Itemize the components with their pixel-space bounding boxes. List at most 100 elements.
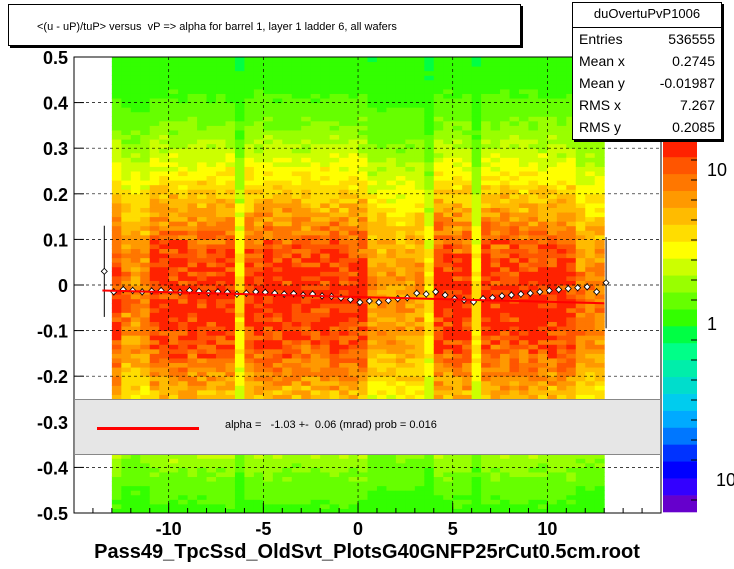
heatmap-cell — [329, 330, 340, 336]
heatmap-cell — [329, 285, 340, 291]
heatmap-cell — [500, 275, 511, 281]
heatmap-cell — [168, 353, 179, 359]
heatmap-cell — [556, 230, 567, 236]
heatmap-cell — [405, 499, 416, 505]
heatmap-cell — [263, 371, 274, 377]
heatmap-cell — [566, 471, 577, 478]
heatmap-cell — [206, 152, 217, 158]
heatmap-cell — [575, 180, 586, 186]
heatmap-cell — [395, 120, 406, 126]
heatmap-cell — [111, 467, 122, 473]
heatmap-cell — [509, 330, 520, 336]
heatmap-cell — [234, 107, 245, 113]
heatmap-cell — [216, 243, 226, 250]
heatmap-cell — [178, 257, 189, 263]
heatmap-cell — [111, 271, 122, 277]
heatmap-cell — [168, 371, 179, 377]
heatmap-cell — [187, 508, 198, 513]
heatmap-cell — [471, 348, 482, 354]
heatmap-cell — [471, 462, 482, 468]
heatmap-cell — [234, 98, 245, 104]
heatmap-cell — [225, 326, 236, 332]
heatmap-cell — [282, 207, 293, 213]
heatmap-cell — [376, 61, 387, 67]
heatmap-cell — [339, 230, 350, 236]
heatmap-cell — [159, 166, 170, 172]
heatmap-cell — [320, 171, 331, 177]
heatmap-cell — [556, 481, 567, 487]
heatmap-cell — [149, 257, 160, 263]
heatmap-cell — [481, 330, 492, 336]
heatmap-cell — [566, 307, 577, 313]
heatmap-cell — [149, 376, 160, 382]
heatmap-cell — [178, 102, 189, 108]
heatmap-cell — [528, 494, 539, 500]
heatmap-cell — [575, 230, 586, 236]
heatmap-cell — [339, 362, 350, 368]
heatmap-cell — [216, 326, 226, 332]
heatmap-cell — [556, 57, 567, 63]
heatmap-cell — [386, 61, 397, 67]
heatmap-cell — [500, 467, 511, 473]
heatmap-cell — [500, 330, 511, 336]
heatmap-cell — [168, 207, 179, 213]
heatmap-cell — [159, 239, 170, 245]
heatmap-cell — [263, 376, 274, 382]
heatmap-cell — [329, 307, 340, 313]
heatmap-cell — [329, 494, 340, 500]
heatmap-cell — [490, 157, 501, 163]
heatmap-cell — [462, 503, 473, 509]
heatmap-cell — [414, 70, 425, 76]
heatmap-cell — [424, 139, 435, 145]
heatmap-cell — [225, 271, 236, 277]
heatmap-cell — [159, 70, 170, 76]
heatmap-cell — [424, 161, 435, 167]
heatmap-cell — [490, 262, 501, 268]
heatmap-cell — [518, 180, 529, 186]
heatmap-cell — [424, 344, 435, 350]
heatmap-cell — [471, 202, 482, 208]
heatmap-cell — [414, 61, 425, 67]
heatmap-cell — [244, 294, 255, 300]
heatmap-cell — [405, 152, 416, 158]
heatmap-cell — [566, 312, 577, 318]
heatmap-cell — [320, 285, 331, 291]
heatmap-cell — [509, 79, 520, 85]
heatmap-cell — [159, 253, 170, 259]
heatmap-cell — [329, 458, 340, 464]
heatmap-cell — [197, 344, 208, 350]
heatmap-cell — [566, 298, 577, 304]
heatmap-cell — [405, 193, 416, 199]
heatmap-cell — [395, 84, 406, 90]
heatmap-cell — [149, 335, 160, 341]
heatmap-cell — [178, 385, 189, 391]
heatmap-cell — [471, 93, 482, 99]
heatmap-cell — [111, 503, 122, 509]
heatmap-cell — [149, 357, 160, 364]
heatmap-cell — [566, 248, 577, 254]
heatmap-cell — [149, 353, 160, 359]
heatmap-cell — [320, 116, 331, 122]
heatmap-cell — [386, 285, 397, 291]
heatmap-cell — [395, 221, 406, 227]
heatmap-cell — [509, 93, 520, 99]
heatmap-cell — [310, 303, 321, 309]
heatmap-cell — [556, 225, 567, 231]
heatmap-cell — [263, 389, 274, 395]
heatmap-cell — [339, 307, 350, 313]
heatmap-cell — [518, 362, 529, 368]
heatmap-cell — [282, 339, 293, 345]
heatmap-cell — [178, 376, 189, 382]
heatmap-cell — [310, 321, 321, 327]
heatmap-cell — [244, 193, 255, 199]
heatmap-cell — [500, 280, 511, 286]
heatmap-cell — [490, 152, 501, 158]
heatmap-cell — [329, 335, 340, 341]
heatmap-cell — [168, 88, 179, 94]
heatmap-cell — [528, 193, 539, 199]
heatmap-cell — [452, 271, 463, 277]
heatmap-cell — [518, 339, 529, 345]
heatmap-cell — [566, 357, 577, 364]
heatmap-cell — [481, 248, 492, 254]
heatmap-cell — [178, 312, 189, 318]
